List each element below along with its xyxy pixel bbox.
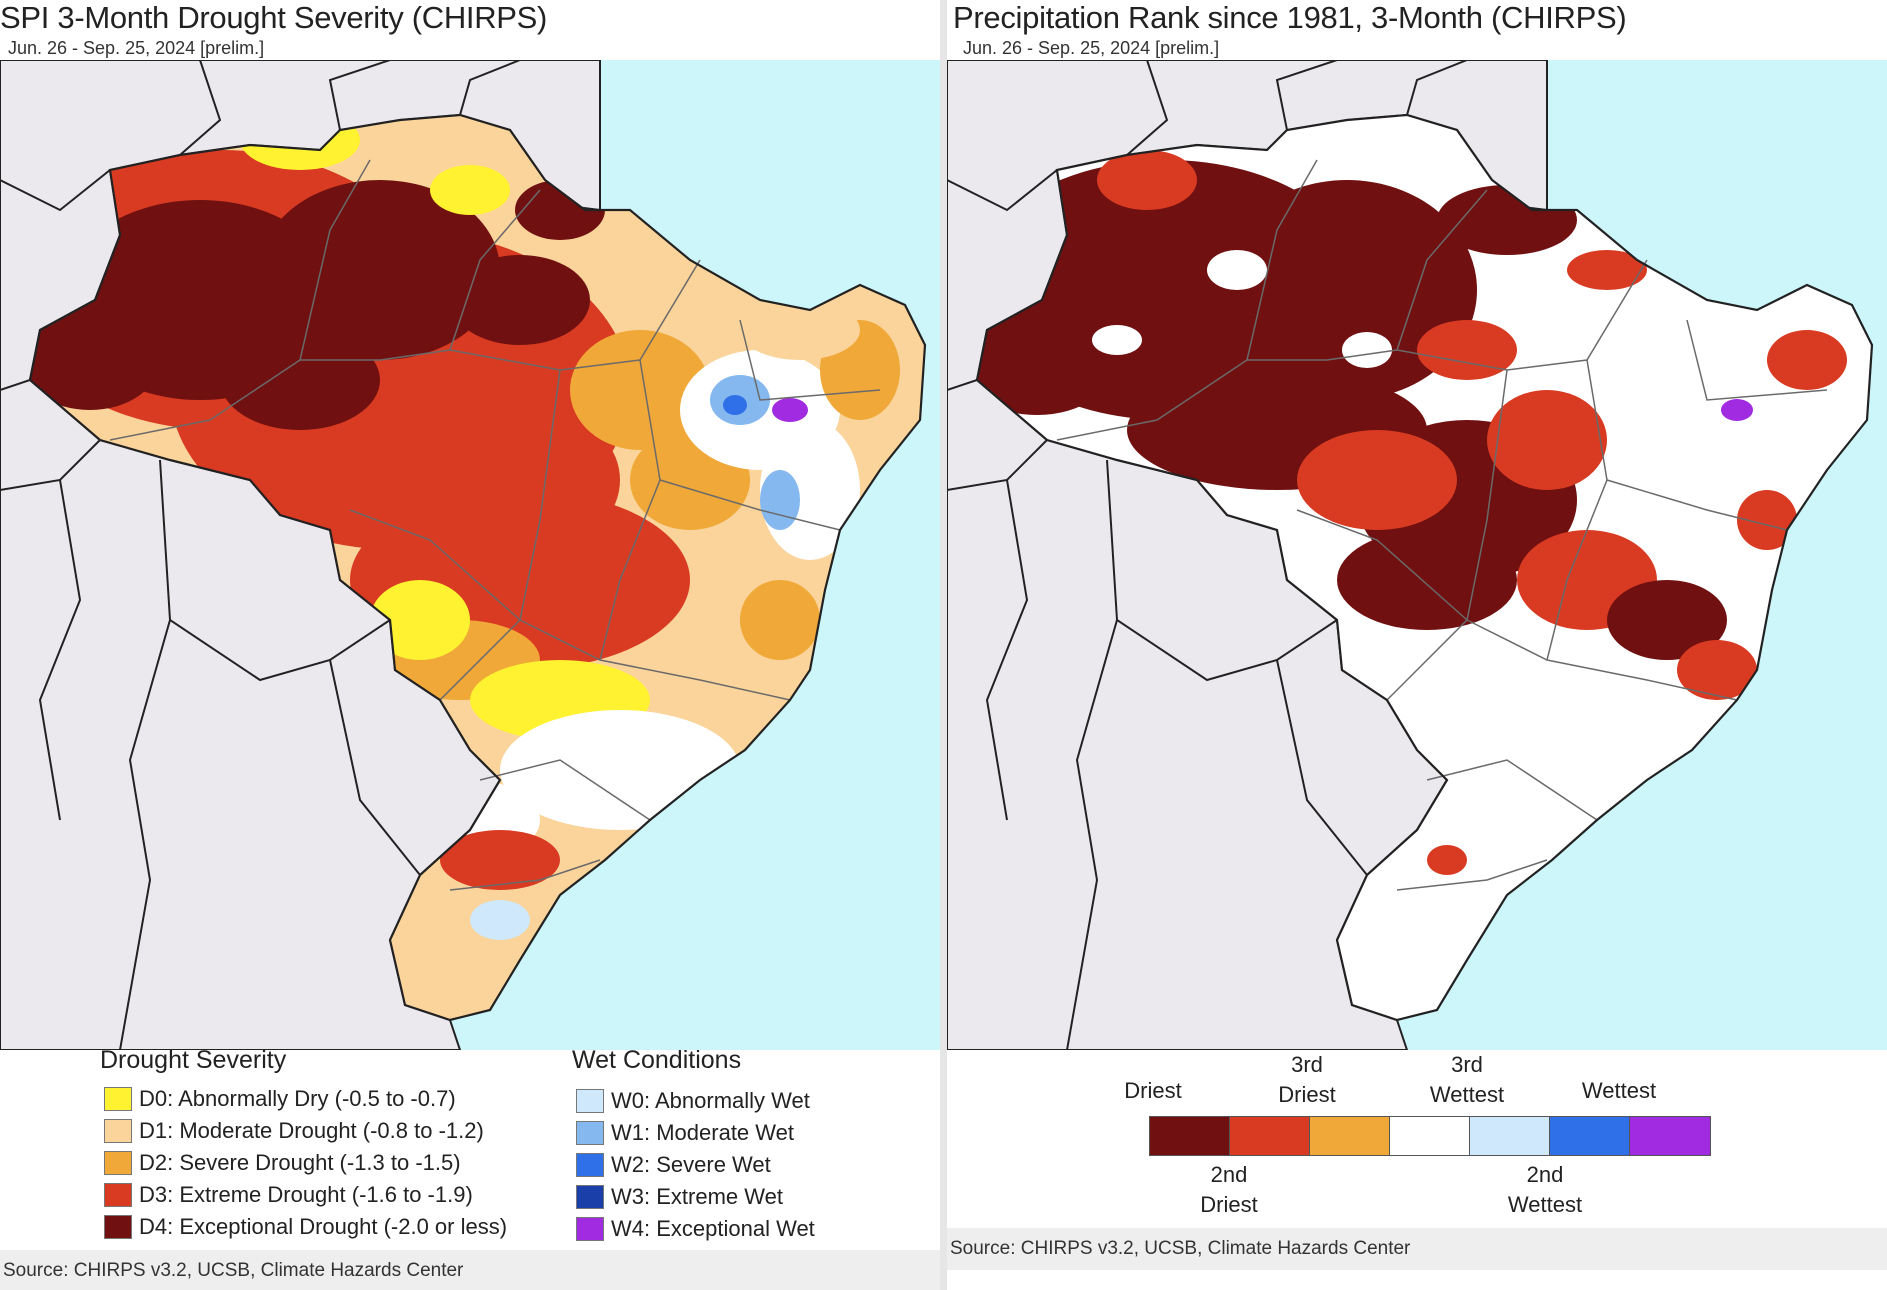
neighbor-borders <box>0 60 521 1050</box>
legend-swatch-d1 <box>104 1119 132 1143</box>
panel-divider <box>940 0 947 1290</box>
brazil-outline <box>975 113 1874 1022</box>
legend-item-w1: W1: Moderate Wet <box>576 1119 794 1147</box>
rank-label-2nd-driest: 2nd Driest <box>1200 1162 1258 1217</box>
precip-rank-panel: Precipitation Rank since 1981, 3-Month (… <box>947 0 1887 1290</box>
neighbor-borders <box>947 60 1468 1050</box>
wet-conditions-legend-title: Wet Conditions <box>572 1046 742 1074</box>
spi-drought-panel: SPI 3-Month Drought Severity (CHIRPS) Ju… <box>0 0 940 1290</box>
legend-item-w4: W4: Exceptional Wet <box>576 1215 815 1243</box>
legend-swatch-d2 <box>104 1151 132 1175</box>
spi-source-credit: Source: CHIRPS v3.2, UCSB, Climate Hazar… <box>0 1250 940 1290</box>
legend-swatch-w3 <box>576 1185 604 1209</box>
spi-drought-map <box>0 60 940 1050</box>
drought-severity-legend-title: Drought Severity <box>100 1046 287 1074</box>
rank-swatch-2nd-wettest <box>1550 1117 1630 1155</box>
spi-map-title: SPI 3-Month Drought Severity (CHIRPS) <box>0 0 548 35</box>
legend-item-d2: D2: Severe Drought (-1.3 to -1.5) <box>104 1149 461 1177</box>
rank-source-credit: Source: CHIRPS v3.2, UCSB, Climate Hazar… <box>947 1228 1887 1270</box>
state-borders <box>1056 159 1828 891</box>
legend-item-d3: D3: Extreme Drought (-1.6 to -1.9) <box>104 1181 473 1209</box>
legend-swatch-w1 <box>576 1121 604 1145</box>
legend-item-d0: D0: Abnormally Dry (-0.5 to -0.7) <box>104 1085 456 1113</box>
brazil-outline <box>28 113 927 1022</box>
rank-swatch-normal <box>1390 1117 1470 1155</box>
rank-color-bar <box>1149 1116 1711 1156</box>
legend-item-d1: D1: Moderate Drought (-0.8 to -1.2) <box>104 1117 484 1145</box>
legend-item-w2: W2: Severe Wet <box>576 1151 771 1179</box>
rank-swatch-3rd-wettest <box>1470 1117 1550 1155</box>
state-borders <box>109 159 881 891</box>
rank-swatch-wettest <box>1630 1117 1710 1155</box>
rank-swatch-3rd-driest <box>1310 1117 1390 1155</box>
legend-item-d4: D4: Exceptional Drought (-2.0 or less) <box>104 1213 507 1241</box>
legend-swatch-w2 <box>576 1153 604 1177</box>
legend-swatch-w0 <box>576 1089 604 1113</box>
rank-map-title: Precipitation Rank since 1981, 3-Month (… <box>953 0 1627 35</box>
legend-item-w3: W3: Extreme Wet <box>576 1183 783 1211</box>
rank-swatch-driest <box>1150 1117 1230 1155</box>
rank-swatch-2nd-driest <box>1230 1117 1310 1155</box>
spi-map-date-range: Jun. 26 - Sep. 25, 2024 [prelim.] <box>8 38 265 58</box>
rank-map-date-range: Jun. 26 - Sep. 25, 2024 [prelim.] <box>963 38 1220 58</box>
legend-swatch-w4 <box>576 1217 604 1241</box>
rank-label-3rd-wettest: 3rd Wettest <box>1429 1052 1505 1107</box>
legend-item-w0: W0: Abnormally Wet <box>576 1087 810 1115</box>
rank-label-3rd-driest: 3rd Driest <box>1278 1052 1336 1107</box>
legend-swatch-d4 <box>104 1215 132 1239</box>
legend-swatch-d0 <box>104 1087 132 1111</box>
rank-patches <box>977 150 1847 875</box>
legend-swatch-d3 <box>104 1183 132 1207</box>
rank-label-driest: Driest <box>1124 1078 1182 1103</box>
precip-rank-map <box>947 60 1887 1050</box>
rank-label-2nd-wettest: 2nd Wettest <box>1507 1162 1583 1217</box>
rank-label-wettest: Wettest <box>1581 1078 1657 1103</box>
